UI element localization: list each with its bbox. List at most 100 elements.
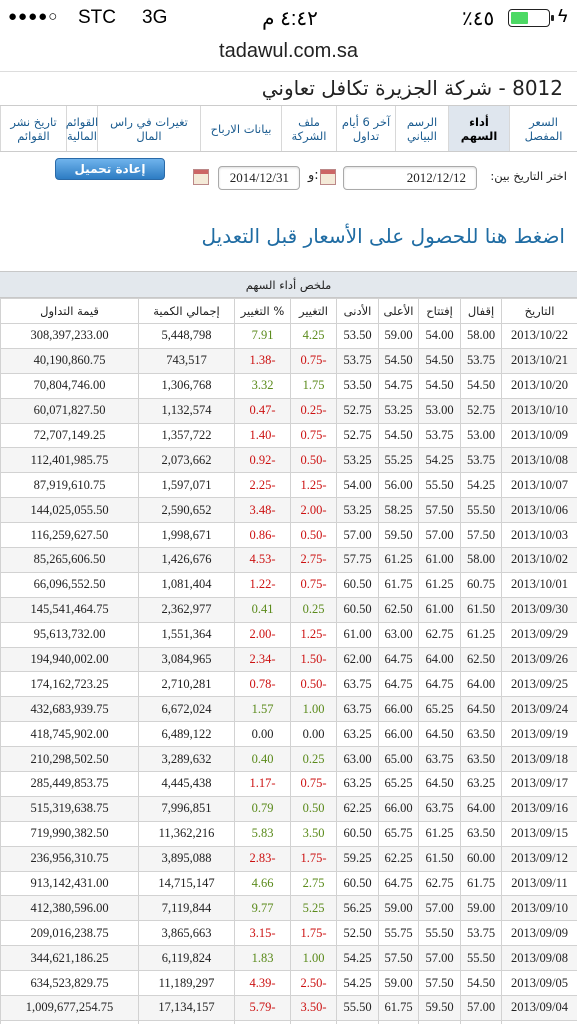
table-cell: 344,621,186.25 bbox=[0, 945, 139, 972]
table-cell: 5.25 bbox=[290, 895, 337, 922]
tab-1[interactable]: أداء السهم bbox=[448, 106, 509, 151]
table-cell: 53.50 bbox=[336, 323, 379, 349]
table-cell: 634,523,829.75 bbox=[0, 970, 139, 997]
table-cell: 63.75 bbox=[336, 671, 379, 698]
table-cell: 63.75 bbox=[336, 696, 379, 723]
table-cell: 3.32 bbox=[234, 372, 291, 399]
table-cell: 57.75 bbox=[336, 547, 379, 573]
table-cell: 0.00 bbox=[234, 721, 291, 748]
table-row: 2013/09/05 54.50 57.50 59.00 54.25 -2.50 -4.39… bbox=[0, 970, 577, 997]
table-cell: 64.75 bbox=[378, 870, 419, 897]
table-cell: -1.25 bbox=[290, 621, 337, 648]
date-from-input[interactable]: 2012/12/12 bbox=[343, 166, 477, 190]
table-cell: 63.75 bbox=[418, 795, 461, 822]
column-header[interactable]: التغيير bbox=[290, 298, 337, 324]
column-header[interactable]: قيمة التداول bbox=[0, 298, 139, 324]
column-header[interactable]: % التغيير bbox=[234, 298, 291, 324]
table-cell: 53.75 bbox=[460, 447, 502, 474]
calendar-icon[interactable] bbox=[320, 169, 336, 185]
table-cell: 2013/10/06 bbox=[501, 497, 577, 524]
tab-3[interactable]: آخر 6 أيام تداول bbox=[336, 106, 395, 151]
table-cell: 63.75 bbox=[418, 746, 461, 773]
table-cell: 52.75 bbox=[460, 397, 502, 424]
table-cell: 5,448,798 bbox=[138, 323, 235, 349]
table-cell: 66.00 bbox=[378, 721, 419, 748]
table-cell: 61.50 bbox=[418, 845, 461, 872]
table-row: 2013/09/08 55.50 57.00 57.50 54.25 1.00 1.83 6,… bbox=[0, 945, 577, 972]
table-cell: 2013/10/02 bbox=[501, 547, 577, 573]
table-cell: 57.00 bbox=[460, 995, 502, 1021]
table-cell: -0.75 bbox=[290, 771, 337, 797]
tab-7[interactable]: القوائم المالية bbox=[66, 106, 98, 151]
table-row: 2013/09/17 63.25 64.50 65.25 63.25 -0.75 -1.17… bbox=[0, 771, 577, 797]
table-cell: 432,683,939.75 bbox=[0, 696, 139, 723]
table-cell: -3.50 bbox=[290, 995, 337, 1021]
table-cell: 63.50 bbox=[460, 721, 502, 748]
tab-2[interactable]: الرسم البياني bbox=[395, 106, 448, 151]
table-cell: 0.25 bbox=[290, 596, 337, 623]
table-cell: 2013/09/03 bbox=[501, 1019, 577, 1024]
table-cell: 54.25 bbox=[336, 970, 379, 997]
table-cell: 913,142,431.00 bbox=[0, 870, 139, 897]
tab-8[interactable]: تاريخ نشر القوائم bbox=[0, 106, 66, 151]
table-cell: 65.00 bbox=[378, 746, 419, 773]
table-cell: 1,551,364 bbox=[138, 621, 235, 648]
address-bar[interactable]: tadawul.com.sa bbox=[0, 36, 577, 72]
table-cell: -2.75 bbox=[290, 547, 337, 573]
table-cell: 1,132,574 bbox=[138, 397, 235, 424]
table-cell: 2013/09/05 bbox=[501, 970, 577, 997]
table-row: 2013/09/11 61.75 62.75 64.75 60.50 2.75 4.66 14… bbox=[0, 870, 577, 897]
table-cell: 2013/09/10 bbox=[501, 895, 577, 922]
table-row: 2013/09/29 61.25 62.75 63.00 61.00 -1.25 -2.00… bbox=[0, 621, 577, 648]
column-header[interactable]: الأدنى bbox=[336, 298, 379, 324]
table-cell: 66.00 bbox=[378, 696, 419, 723]
date-filter-form: اختر التاريخ بين: 2012/12/12 و: 2014/12/… bbox=[0, 152, 577, 216]
tab-4[interactable]: ملف الشركة bbox=[281, 106, 336, 151]
table-cell: 60.50 bbox=[336, 596, 379, 623]
table-cell: -2.00 bbox=[290, 497, 337, 524]
table-cell: 7,996,851 bbox=[138, 795, 235, 822]
calendar-icon[interactable] bbox=[193, 169, 209, 185]
column-header[interactable]: التاريخ bbox=[501, 298, 577, 324]
table-cell: 2013/09/19 bbox=[501, 721, 577, 748]
table-cell: 2013/10/09 bbox=[501, 422, 577, 449]
table-cell: 2013/09/17 bbox=[501, 771, 577, 797]
table-row: 2013/10/20 54.50 54.50 54.75 53.50 1.75 3.32 1,… bbox=[0, 372, 577, 399]
table-cell: 54.50 bbox=[378, 422, 419, 449]
table-cell: 54.50 bbox=[418, 372, 461, 399]
table-cell: 0.25 bbox=[290, 746, 337, 773]
table-cell: 3,865,663 bbox=[138, 920, 235, 947]
table-cell: 59.50 bbox=[418, 995, 461, 1021]
tab-6[interactable]: تغيرات في راس المال bbox=[97, 106, 200, 151]
table-cell: 55.25 bbox=[378, 447, 419, 474]
table-cell: -0.75 bbox=[290, 347, 337, 374]
table-cell: 1,009,677,254.75 bbox=[0, 995, 139, 1021]
tab-5[interactable]: بيانات الارباح bbox=[200, 106, 281, 151]
column-header[interactable]: إفتتاح bbox=[418, 298, 461, 324]
table-cell: 87,919,610.75 bbox=[0, 472, 139, 499]
table-cell: -4.39 bbox=[234, 970, 291, 997]
table-cell: 2013/10/01 bbox=[501, 571, 577, 598]
performance-table: ملخص أداء السهم التاريخ إقفال إفتتاح الأعلى… bbox=[0, 271, 577, 1024]
table-cell: 0.00 bbox=[290, 721, 337, 748]
table-cell: 11,362,216 bbox=[138, 820, 235, 847]
date-to-input[interactable]: 2014/12/31 bbox=[218, 166, 300, 190]
table-cell: 62.00 bbox=[336, 646, 379, 673]
unadjusted-prices-link[interactable]: اضغط هنا للحصول على الأسعار قبل التعديل bbox=[201, 224, 565, 248]
table-cell: 2013/09/16 bbox=[501, 795, 577, 822]
column-header[interactable]: إقفال bbox=[460, 298, 502, 324]
table-cell: 56.00 bbox=[378, 472, 419, 499]
table-cell: 40,190,860.75 bbox=[0, 347, 139, 374]
table-row: 2013/09/24 64.50 65.25 66.00 63.75 1.00 1.57 6,… bbox=[0, 696, 577, 723]
tab-0[interactable]: السعر المفصل bbox=[509, 106, 577, 151]
column-header[interactable]: إجمالي الكمية bbox=[138, 298, 235, 324]
table-cell: 59.50 bbox=[378, 522, 419, 549]
table-cell: 210,298,502.50 bbox=[0, 746, 139, 773]
column-header[interactable]: الأعلى bbox=[378, 298, 419, 324]
table-cell: 64.75 bbox=[378, 671, 419, 698]
reload-button[interactable]: إعادة تحميل bbox=[55, 158, 165, 180]
table-header-row: التاريخ إقفال إفتتاح الأعلى الأدنى التغيير% ا… bbox=[0, 298, 577, 324]
tab-bar: السعر المفصل أداء السهم الرسم البياني آخر 6… bbox=[0, 106, 577, 152]
table-cell: 95,613,732.00 bbox=[0, 621, 139, 648]
table-cell: -0.75 bbox=[290, 571, 337, 598]
